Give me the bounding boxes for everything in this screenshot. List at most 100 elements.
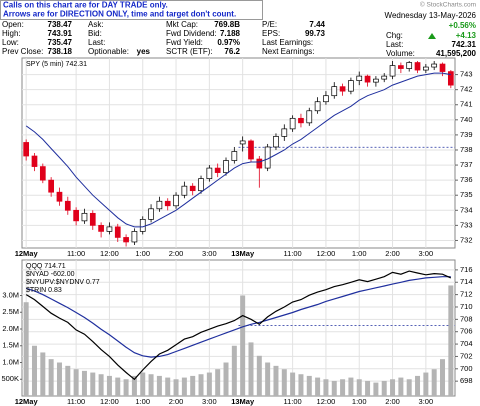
candle-body <box>364 75 371 83</box>
candle-body <box>231 151 238 161</box>
y-tick-label: 708 <box>460 314 473 323</box>
change-pct: +0.56% <box>449 21 476 30</box>
y-tick-label: 732 <box>460 235 473 244</box>
y-tick-label: 710 <box>460 302 473 311</box>
quote-label: P/E: <box>262 20 277 29</box>
quote-label: Prev Close: <box>2 47 43 56</box>
y-tick-label: 738 <box>460 145 473 154</box>
volume-bar <box>315 377 321 396</box>
candle-body <box>81 212 88 222</box>
volume-bar <box>115 377 121 396</box>
candle-body <box>48 179 54 193</box>
quote-value: 769.8B <box>214 20 240 29</box>
y-tick-label: 736 <box>460 175 473 184</box>
candle-body <box>148 208 154 220</box>
quote-label: Mkt Cap: <box>166 20 198 29</box>
candle-body <box>56 191 63 202</box>
candle-body <box>123 237 129 243</box>
volume-bar <box>31 345 37 396</box>
candle-body <box>156 200 163 210</box>
candle-body <box>314 101 321 112</box>
volume-bar <box>348 377 354 396</box>
candle-body <box>281 128 288 137</box>
candle-body <box>198 178 204 192</box>
y2-tick-label: 3.0M <box>2 290 19 299</box>
x-tick-label: 3:00 <box>419 397 434 406</box>
volume-bar <box>306 375 312 396</box>
price-line <box>26 276 451 358</box>
y-tick-label: 737 <box>460 160 473 169</box>
quote-label: EPS: <box>262 29 280 38</box>
moving-average <box>25 72 451 228</box>
volume-bar <box>265 362 271 396</box>
legend-entry: $TRIN 0.83 <box>26 287 62 294</box>
last-label: Last: <box>386 40 403 49</box>
x-tick-label: 12:00 <box>317 249 336 258</box>
quote-label: Low: <box>2 38 19 47</box>
volume-bar <box>23 302 29 396</box>
volume-bar <box>423 372 429 396</box>
legend-entry: SPY (5 min) 742.31 <box>26 61 87 68</box>
y-tick-label: 742 <box>460 85 473 94</box>
volume-bar <box>365 380 371 396</box>
volume-bar <box>215 369 221 396</box>
candle-body <box>223 160 229 173</box>
y2-tick-label: 1.0M <box>2 357 19 366</box>
volume-bar <box>398 377 404 396</box>
volume-label: Volume: <box>386 49 415 58</box>
x-tick-label: 2:00 <box>169 249 184 258</box>
y-tick-label: 706 <box>460 327 473 336</box>
candle-body <box>239 140 246 145</box>
quote-label: Ask: <box>88 20 104 29</box>
y-tick-label: 702 <box>460 351 473 360</box>
volume-bar <box>431 369 437 396</box>
candle-body <box>89 212 96 226</box>
candle-body <box>131 231 138 243</box>
candle-body <box>214 167 221 173</box>
candle-body <box>173 194 179 207</box>
y-tick-label: 740 <box>460 115 473 124</box>
quote-label: SCTR (ETF): <box>166 47 213 56</box>
y-tick-label: 735 <box>460 190 473 199</box>
volume-bar <box>190 375 196 396</box>
y-tick-label: 700 <box>460 364 473 373</box>
candle-body <box>431 63 438 68</box>
quote-value: yes <box>137 47 151 56</box>
candle-body <box>447 71 454 86</box>
volume-bar <box>256 355 262 396</box>
volume-bar <box>81 370 87 396</box>
volume-bar <box>448 285 454 396</box>
y-tick-label: 734 <box>460 205 473 214</box>
y2-tick-label: 2.0M <box>2 324 19 333</box>
quote-value: 7.44 <box>309 20 325 29</box>
volume-bar <box>65 365 71 396</box>
quote-label: Next Earnings: <box>262 47 314 56</box>
y-tick-label: 716 <box>460 265 473 274</box>
watermark: © StockCharts.com <box>420 1 476 9</box>
candle-body <box>31 155 38 167</box>
x-tick-label: 12May <box>15 249 39 258</box>
candle-body <box>248 140 254 160</box>
candle-body <box>206 167 213 179</box>
y-tick-label: 741 <box>460 100 473 109</box>
legend-entry: $NYUPV:$NYDNV 0.77 <box>26 279 100 286</box>
x-tick-label: 1:00 <box>352 397 367 406</box>
x-tick-label: 11:00 <box>284 249 302 258</box>
candle-body <box>189 185 196 192</box>
candle-body <box>114 226 121 238</box>
y-tick-label: 739 <box>460 130 473 139</box>
quote-label: Last: <box>88 38 105 47</box>
y-tick-label: 743 <box>460 70 473 79</box>
legend-entry: QQQ 714.71 <box>26 263 66 270</box>
notice-line: Arrows are for DIRECTION ONLY, time and … <box>3 10 236 19</box>
quote-value: 76.2 <box>224 47 240 56</box>
y-tick-label: 714 <box>460 277 473 286</box>
up-arrow <box>428 33 436 39</box>
volume-bar <box>231 345 237 396</box>
volume-bar <box>165 377 171 396</box>
candle-body <box>73 209 79 222</box>
candle-body <box>273 136 279 148</box>
volume-bar <box>290 372 296 396</box>
y-tick-label: 698 <box>460 376 473 385</box>
date: Wednesday 13-May-2026 <box>385 11 477 20</box>
